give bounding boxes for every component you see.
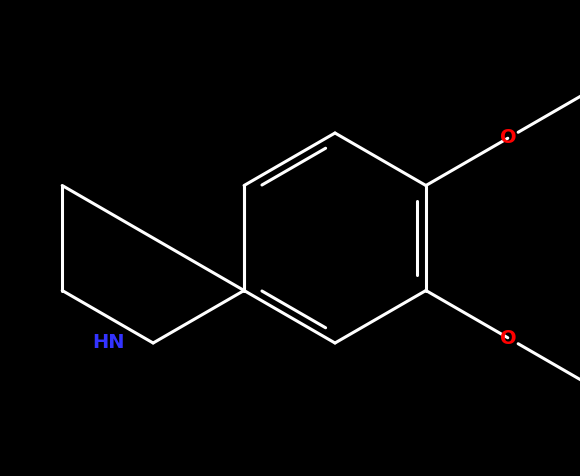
Text: O: O: [501, 329, 517, 348]
Text: HN: HN: [93, 334, 125, 353]
Text: O: O: [501, 128, 517, 147]
